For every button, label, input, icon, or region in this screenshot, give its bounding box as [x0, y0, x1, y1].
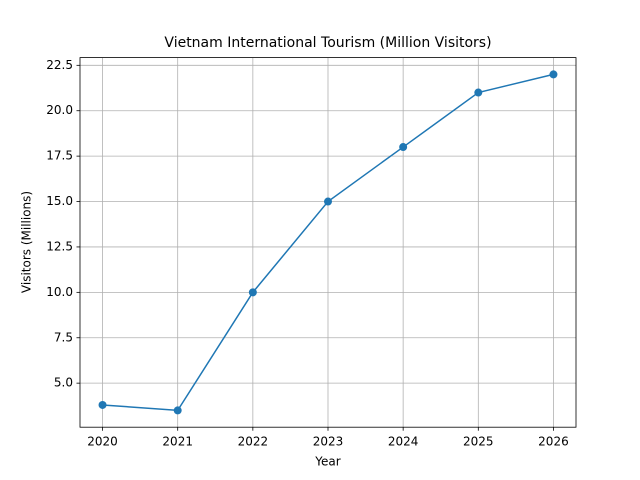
y-tick-label: 12.5 — [46, 239, 73, 253]
chart-title: Vietnam International Tourism (Million V… — [164, 35, 491, 51]
y-tick-label: 5.0 — [54, 376, 73, 390]
marker — [474, 88, 483, 97]
plot-frame — [79, 57, 577, 428]
marker — [98, 400, 107, 409]
x-tick-label: 2022 — [238, 435, 269, 449]
marker — [399, 143, 408, 152]
y-tick-label: 20.0 — [46, 103, 73, 117]
x-tick-label: 2025 — [463, 435, 494, 449]
y-tick-label: 17.5 — [46, 149, 73, 163]
marker — [324, 197, 332, 206]
y-axis-label: Visitors (Millions) — [20, 191, 34, 293]
x-tick-label: 2024 — [388, 435, 419, 449]
x-tick-label: 2026 — [538, 435, 569, 449]
x-tick-label: 2023 — [313, 435, 344, 449]
y-tick-label: 10.0 — [46, 285, 73, 299]
x-axis-label: Year — [314, 455, 340, 469]
y-tick-label: 15.0 — [46, 194, 73, 208]
x-tick-label: 2021 — [162, 435, 193, 449]
x-tick-label: 2020 — [87, 435, 118, 449]
marker — [248, 288, 257, 297]
y-tick-label: 7.5 — [54, 330, 73, 344]
marker — [549, 70, 558, 79]
marker — [173, 406, 182, 415]
y-tick-label: 22.5 — [46, 58, 73, 72]
